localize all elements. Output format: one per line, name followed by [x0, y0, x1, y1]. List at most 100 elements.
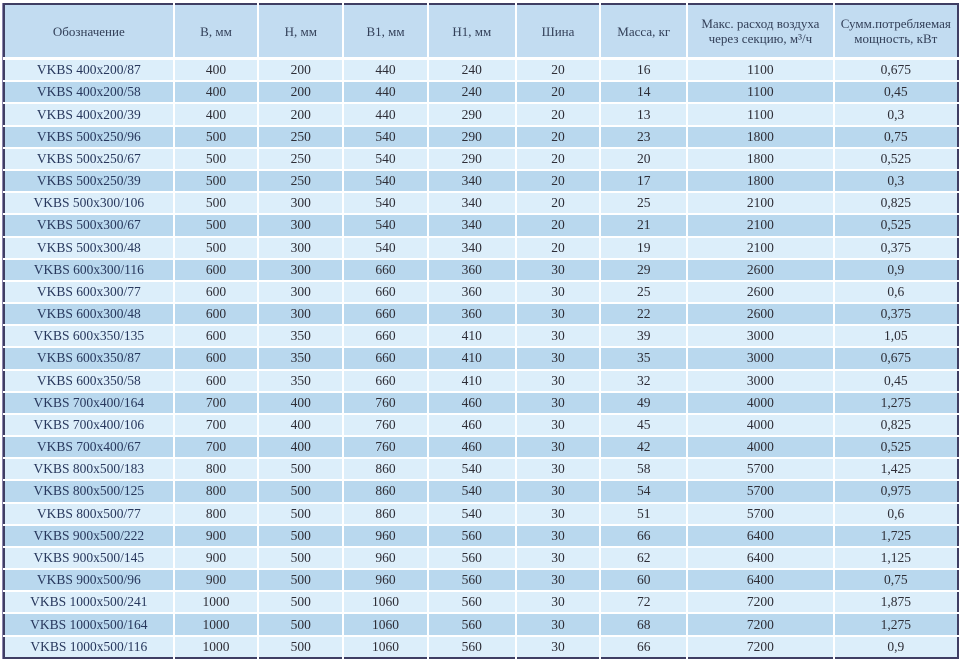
table-cell: 1,125 [832, 545, 958, 570]
table-cell: 20 [514, 58, 601, 82]
table-cell: 20 [514, 213, 601, 237]
table-cell: 0,375 [832, 302, 958, 326]
table-row: VKBS 900x500/222 900 500 960 560 30 66 6400 1,72… [4, 523, 958, 547]
table-cell: 440 [342, 80, 428, 104]
designation-cell: VKBS 500x300/48 [4, 235, 174, 259]
table-cell: 290 [426, 124, 516, 148]
table-cell: 30 [514, 590, 601, 614]
table-cell: 500 [172, 235, 259, 259]
designation-cell: VKBS 600x350/58 [4, 368, 174, 392]
table-cell: 51 [599, 501, 688, 525]
table-cell: 660 [342, 279, 428, 304]
table-cell: 300 [257, 257, 344, 281]
designation-cell: VKBS 600x350/87 [4, 346, 174, 370]
table-row: VKBS 600x350/87 600 350 660 410 30 35 3000 0,675 [4, 346, 958, 370]
table-cell: 660 [342, 368, 428, 392]
table-cell: 1800 [686, 146, 834, 170]
table-cell: 500 [257, 523, 344, 547]
table-cell: 800 [172, 479, 259, 503]
designation-cell: VKBS 500x250/96 [4, 124, 174, 148]
table-cell: 350 [257, 368, 344, 392]
table-cell: 29 [599, 257, 688, 281]
table-cell: 540 [342, 168, 428, 193]
table-row: VKBS 800x500/77 800 500 860 540 30 51 5700 0,6 [4, 501, 958, 525]
table-row: VKBS 500x300/106 500 300 540 340 20 25 2100 0,82… [4, 191, 958, 215]
table-cell: 500 [257, 545, 344, 570]
table-cell: 240 [426, 80, 516, 104]
table-cell: 500 [257, 568, 344, 592]
table-row: VKBS 600x350/135 600 350 660 410 30 39 3000 1,05 [4, 324, 958, 348]
table-cell: 240 [426, 58, 516, 82]
table-cell: 6400 [686, 523, 834, 547]
table-cell: 0,975 [832, 479, 958, 503]
table-cell: 30 [514, 612, 601, 636]
designation-cell: VKBS 600x300/77 [4, 279, 174, 304]
table-cell: 0,6 [832, 279, 958, 304]
table-row: VKBS 600x300/77 600 300 660 360 30 25 2600 0,6 [4, 279, 958, 304]
column-header: Шина [514, 4, 601, 60]
table-cell: 500 [257, 612, 344, 636]
table-cell: 23 [599, 124, 688, 148]
table-cell: 20 [514, 80, 601, 104]
table-cell: 14 [599, 80, 688, 104]
table-cell: 0,525 [832, 435, 958, 459]
table-cell: 25 [599, 191, 688, 215]
table-row: VKBS 500x250/67 500 250 540 290 20 20 1800 0,525 [4, 146, 958, 170]
table-cell: 30 [514, 568, 601, 592]
table-row: VKBS 600x300/48 600 300 660 360 30 22 2600 0,375 [4, 302, 958, 326]
table-cell: 540 [342, 124, 428, 148]
table-cell: 2600 [686, 302, 834, 326]
column-header: B, мм [172, 4, 259, 60]
table-cell: 410 [426, 368, 516, 392]
table-cell: 360 [426, 279, 516, 304]
table-cell: 1,875 [832, 590, 958, 614]
table-cell: 500 [172, 146, 259, 170]
table-cell: 250 [257, 168, 344, 193]
table-cell: 30 [514, 634, 601, 658]
table-cell: 1,275 [832, 390, 958, 414]
table-cell: 20 [514, 235, 601, 259]
table-cell: 39 [599, 324, 688, 348]
table-row: VKBS 500x300/67 500 300 540 340 20 21 2100 0,525 [4, 213, 958, 237]
table-cell: 560 [426, 545, 516, 570]
table-cell: 460 [426, 390, 516, 414]
table-cell: 4000 [686, 390, 834, 414]
table-cell: 0,675 [832, 346, 958, 370]
table-cell: 30 [514, 279, 601, 304]
table-cell: 200 [257, 58, 344, 82]
table-cell: 300 [257, 279, 344, 304]
table-cell: 540 [342, 191, 428, 215]
table-cell: 19 [599, 235, 688, 259]
table-cell: 360 [426, 302, 516, 326]
designation-cell: VKBS 700x400/164 [4, 390, 174, 414]
table-cell: 45 [599, 412, 688, 437]
table-header-row: Обозначение B, мм H, мм B1, мм H1, мм Шина Мас… [4, 4, 958, 60]
table-row: VKBS 500x250/96 500 250 540 290 20 23 1800 0,75 [4, 124, 958, 148]
table-cell: 560 [426, 590, 516, 614]
table-cell: 960 [342, 568, 428, 592]
table-cell: 30 [514, 324, 601, 348]
table-cell: 500 [257, 501, 344, 525]
designation-cell: VKBS 900x500/222 [4, 523, 174, 547]
table-cell: 500 [172, 191, 259, 215]
table-cell: 0,525 [832, 146, 958, 170]
table-cell: 560 [426, 523, 516, 547]
table-cell: 760 [342, 412, 428, 437]
table-cell: 290 [426, 102, 516, 126]
table-cell: 860 [342, 501, 428, 525]
table-cell: 660 [342, 257, 428, 281]
table-cell: 540 [342, 146, 428, 170]
column-header: H, мм [257, 4, 344, 60]
table-cell: 500 [257, 590, 344, 614]
table-cell: 1,725 [832, 523, 958, 547]
table-cell: 0,825 [832, 191, 958, 215]
table-cell: 300 [257, 235, 344, 259]
designation-cell: VKBS 1000x500/116 [4, 634, 174, 658]
table-cell: 600 [172, 346, 259, 370]
table-cell: 2100 [686, 213, 834, 237]
table-cell: 360 [426, 257, 516, 281]
table-cell: 800 [172, 457, 259, 481]
designation-cell: VKBS 400x200/58 [4, 80, 174, 104]
table-row: VKBS 900x500/145 900 500 960 560 30 62 6400 1,12… [4, 545, 958, 570]
table-cell: 30 [514, 368, 601, 392]
